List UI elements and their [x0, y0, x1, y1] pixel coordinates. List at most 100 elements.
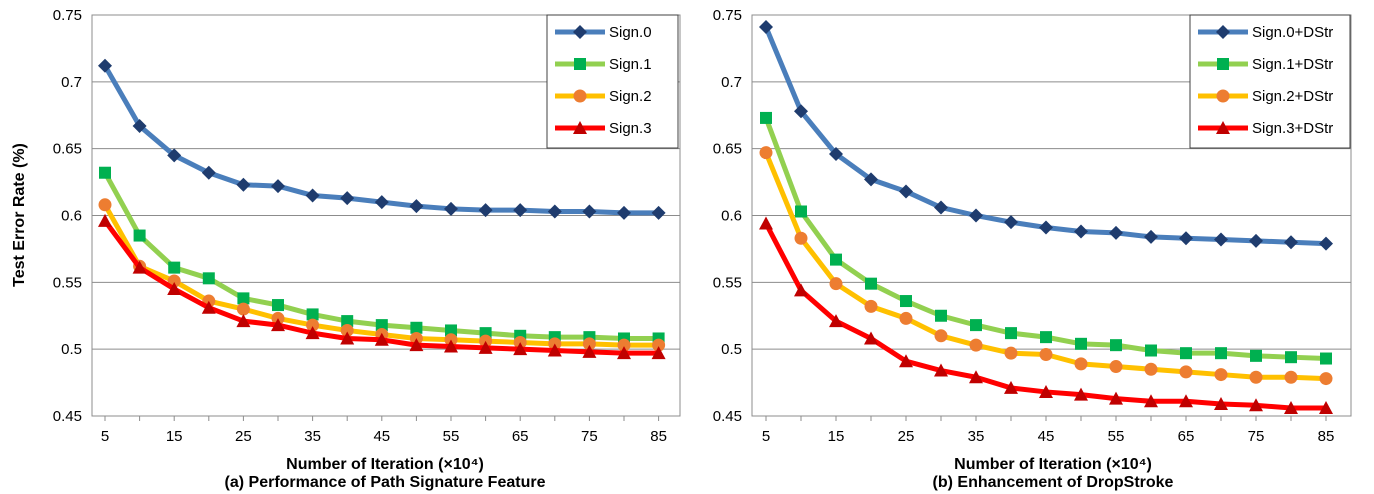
data-point-b-3	[1214, 396, 1228, 410]
legend-label-b-3: Sign.3+DStr	[1252, 120, 1333, 137]
y-axis-title-left: Test Error Rate (%)	[11, 143, 28, 287]
data-point-b-2	[1179, 365, 1193, 379]
data-point-b-2	[759, 146, 773, 160]
y-tick-label-b: 0.75	[713, 7, 742, 24]
data-point-a-2	[98, 198, 112, 212]
data-point-a-1	[237, 292, 250, 305]
data-point-b-3	[864, 331, 878, 345]
data-point-a-1	[375, 319, 388, 332]
legend-label-b-0: Sign.0+DStr	[1252, 24, 1333, 41]
data-point-b-2	[1074, 357, 1088, 371]
data-point-b-1	[865, 277, 877, 290]
x-tick-label-b: 75	[1248, 428, 1265, 445]
data-point-b-2	[1004, 346, 1018, 360]
data-point-a-0	[305, 188, 320, 203]
data-point-b-3	[829, 314, 843, 328]
x-axis-title-b: Number of Iteration (×10⁴)	[954, 456, 1152, 473]
legend-swatch-marker-b-1	[1217, 58, 1229, 70]
data-point-b-3	[794, 283, 808, 297]
data-point-a-0	[651, 205, 666, 220]
data-point-b-1	[935, 309, 947, 322]
x-tick-label-a: 55	[443, 428, 460, 445]
data-point-b-2	[1319, 372, 1333, 386]
data-point-a-0	[617, 205, 631, 220]
data-point-b-1	[1040, 331, 1052, 344]
x-tick-label-a: 65	[512, 428, 529, 445]
data-point-b-3	[899, 354, 913, 368]
panel-a-chart: 0.45 0.5 0.55 0.6 0.65 0.7 0.75 5 15 25 35 45 55 65 75…	[53, 7, 681, 445]
data-point-b-0	[829, 147, 843, 162]
data-point-a-3	[374, 332, 389, 346]
x-tick-label-b: 15	[828, 428, 845, 445]
x-tick-label-a: 75	[581, 428, 598, 445]
data-point-b-1	[970, 319, 982, 332]
y-tick-label-b: 0.55	[713, 274, 742, 291]
data-point-a-1	[202, 272, 215, 285]
data-point-b-3	[1284, 400, 1298, 414]
data-point-b-1	[900, 295, 912, 308]
data-point-b-3	[1004, 380, 1018, 394]
data-point-a-3	[167, 282, 182, 296]
data-point-a-2	[652, 338, 666, 352]
data-point-b-0	[1179, 231, 1193, 246]
caption-a: (a) Performance of Path Signature Featur…	[225, 474, 546, 491]
data-point-a-3	[478, 340, 493, 354]
data-point-a-0	[409, 199, 424, 214]
data-point-a-0	[167, 148, 182, 163]
data-point-a-3	[582, 344, 597, 358]
data-point-a-1	[168, 261, 181, 274]
y-tick-label-a: 0.5	[61, 341, 82, 358]
legend-swatch-marker-b-0	[1216, 25, 1230, 39]
data-point-a-0	[582, 204, 597, 219]
data-point-b-0	[1214, 232, 1228, 247]
data-point-b-3	[969, 370, 983, 384]
data-point-b-3	[1319, 400, 1333, 414]
data-point-b-0	[1144, 229, 1158, 244]
data-point-b-0	[1039, 220, 1053, 235]
data-point-b-1	[1145, 344, 1157, 357]
legend-swatch-marker-a-1	[574, 58, 586, 70]
data-point-b-2	[794, 231, 808, 245]
x-axis-title-a: Number of Iteration (×10⁴)	[286, 456, 484, 473]
data-point-b-0	[1074, 224, 1088, 239]
data-point-a-2	[340, 323, 354, 337]
x-tick-label-a: 85	[650, 428, 667, 445]
x-tick-label-b: 25	[898, 428, 915, 445]
data-point-a-1	[341, 315, 354, 328]
x-tick-label-b: 35	[968, 428, 985, 445]
caption-b: (b) Enhancement of DropStroke	[933, 474, 1174, 491]
data-point-b-1	[1285, 351, 1297, 364]
legend-label-a-2: Sign.2	[609, 88, 652, 105]
data-point-a-3	[651, 346, 666, 360]
y-tick-label-b: 0.6	[721, 208, 742, 225]
x-tick-label-a: 15	[166, 428, 183, 445]
x-tick-label-a: 25	[235, 428, 252, 445]
series-line-b-2	[763, 150, 1329, 382]
y-tick-label-b: 0.65	[713, 141, 742, 158]
data-point-b-1	[1180, 347, 1192, 360]
x-tick-label-a: 5	[101, 428, 109, 445]
data-point-b-2	[1144, 362, 1158, 376]
data-point-a-0	[478, 203, 493, 218]
legend-swatch-marker-b-3	[1216, 121, 1230, 134]
data-point-b-1	[1250, 349, 1262, 362]
data-point-b-0	[934, 200, 948, 215]
data-point-b-0	[1319, 236, 1333, 251]
data-point-a-0	[236, 177, 251, 192]
data-point-a-1	[99, 166, 111, 179]
data-point-b-1	[760, 111, 772, 124]
data-point-a-0	[374, 195, 389, 210]
data-point-a-0	[340, 191, 355, 206]
data-point-b-3	[759, 216, 773, 230]
data-point-b-1	[1075, 337, 1087, 350]
y-tick-label-a: 0.75	[53, 7, 82, 24]
data-point-a-3	[305, 326, 320, 340]
data-point-b-1	[830, 253, 842, 266]
legend-label-b-2: Sign.2+DStr	[1252, 88, 1333, 105]
data-point-b-2	[969, 338, 983, 352]
x-tick-label-a: 45	[373, 428, 390, 445]
data-point-b-2	[1214, 368, 1228, 382]
data-point-a-2	[617, 338, 631, 352]
data-point-a-3	[236, 314, 251, 328]
y-tick-label-b: 0.45	[713, 408, 742, 425]
